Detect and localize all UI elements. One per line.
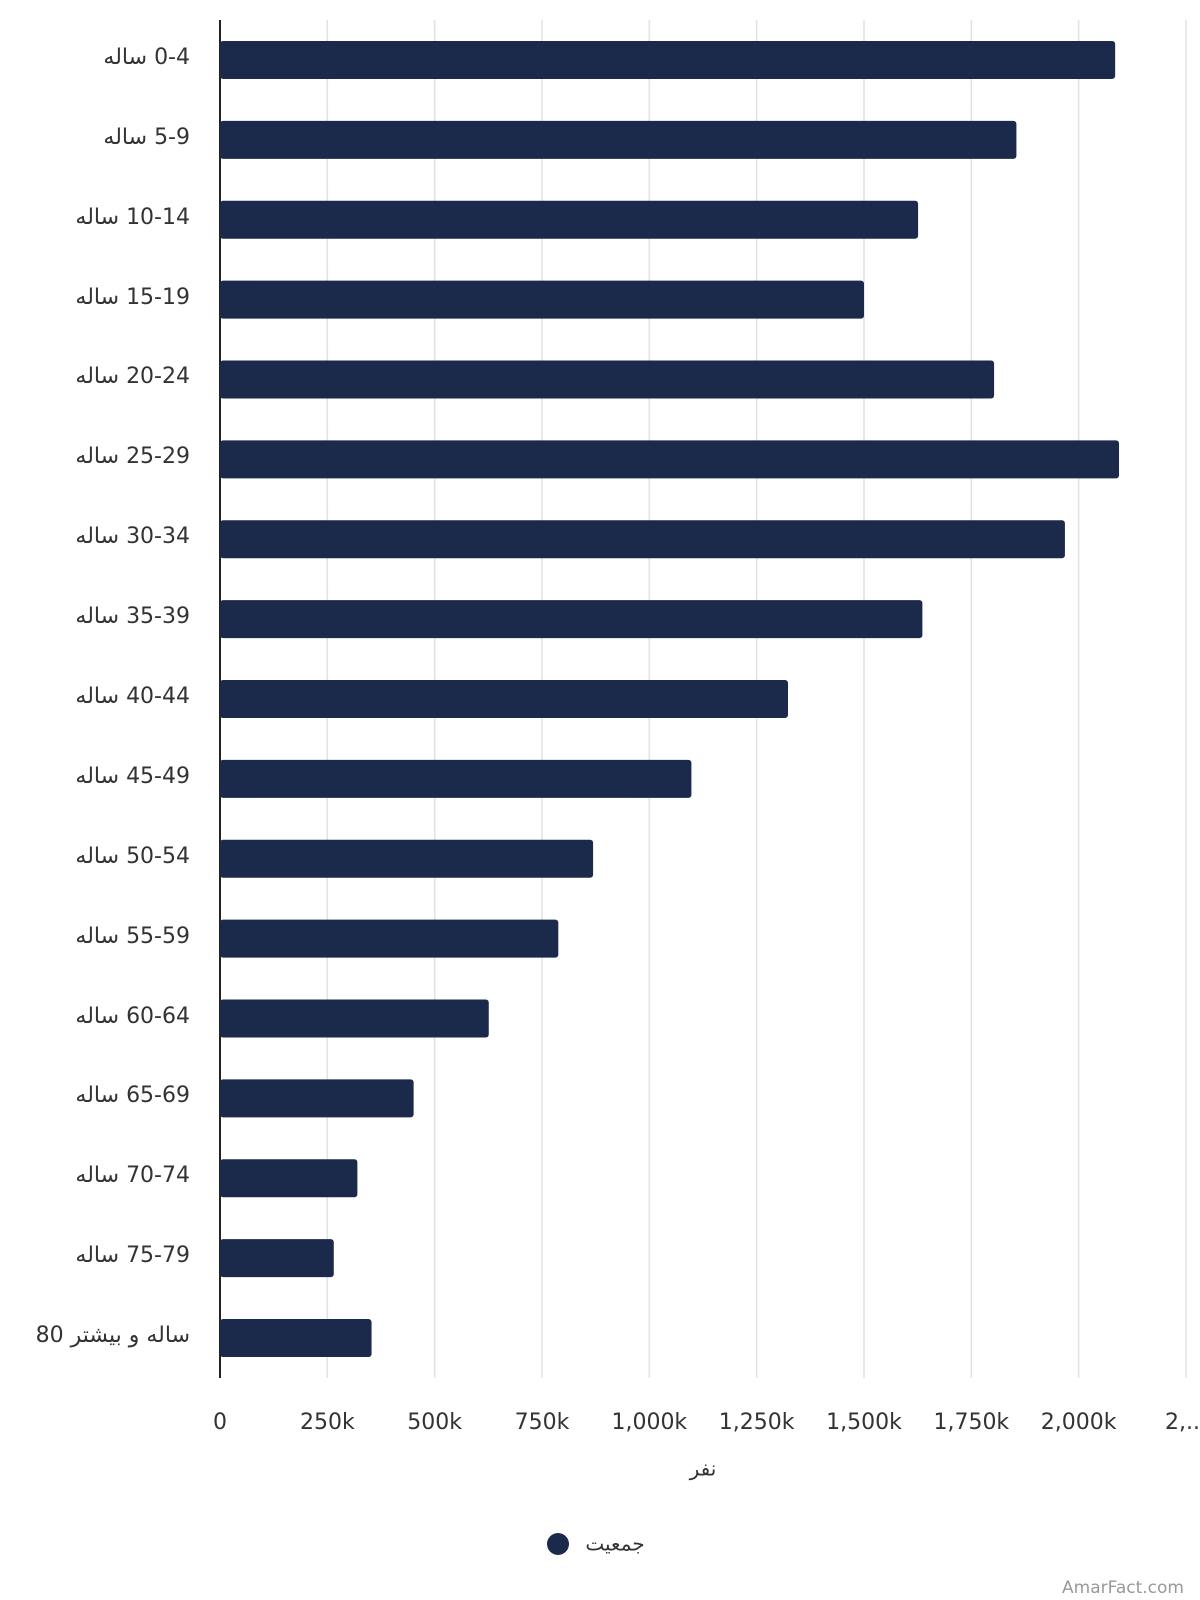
y-tick-label: 65-69 ساله xyxy=(75,1083,190,1109)
bar xyxy=(220,520,1065,559)
bar xyxy=(220,40,1116,79)
x-tick-label: 2,... xyxy=(1165,1410,1200,1435)
bar xyxy=(220,759,692,798)
bar xyxy=(220,1159,358,1198)
y-tick-label: 25-29 ساله xyxy=(75,444,190,470)
y-tick-label: 60-64 ساله xyxy=(75,1003,190,1029)
y-tick-label: 0-4 ساله xyxy=(103,44,190,70)
x-tick-label: 0 xyxy=(213,1410,227,1435)
x-tick-label: 500k xyxy=(407,1410,462,1435)
watermark: AmarFact.com xyxy=(1062,1578,1184,1598)
y-tick-label: 5-9 ساله xyxy=(103,124,190,150)
y-tick-label: 40-44 ساله xyxy=(75,684,190,709)
x-tick-label: 250k xyxy=(300,1410,355,1435)
y-tick-label: 10-14 ساله xyxy=(75,204,190,230)
y-tick-label: 50-54 ساله xyxy=(75,843,190,869)
y-tick-label: 15-19 ساله xyxy=(75,284,190,310)
x-tick-label: 1,000k xyxy=(611,1410,687,1435)
y-tick-label: 30-34 ساله xyxy=(75,524,190,550)
x-axis-title: نفر xyxy=(689,1457,717,1481)
bar xyxy=(220,200,919,239)
y-tick-label: 20-24 ساله xyxy=(75,364,190,390)
y-tick-label: 55-59 ساله xyxy=(75,923,190,949)
legend-marker xyxy=(547,1533,569,1555)
bar xyxy=(220,1079,414,1118)
x-tick-label: 2,000k xyxy=(1041,1410,1117,1435)
legend-label: جمعیت xyxy=(585,1532,644,1556)
x-tick-label: 1,750k xyxy=(933,1410,1009,1435)
bar xyxy=(220,360,995,399)
x-tick-label: 750k xyxy=(515,1410,570,1435)
bar xyxy=(220,120,1017,159)
y-tick-label: 35-39 ساله xyxy=(75,604,190,630)
x-tick-label: 1,500k xyxy=(826,1410,902,1435)
bar xyxy=(220,600,923,639)
bar xyxy=(220,1239,334,1278)
y-tick-label: 75-79 ساله xyxy=(75,1243,190,1269)
y-tick-label: ساله و بیشتر 80 xyxy=(35,1323,190,1349)
bar xyxy=(220,1319,372,1358)
y-tick-label: 45-49 ساله xyxy=(75,763,190,789)
bar xyxy=(220,839,594,878)
bar xyxy=(220,280,864,319)
bar xyxy=(220,440,1120,479)
x-tick-label: 1,250k xyxy=(719,1410,795,1435)
bar xyxy=(220,999,489,1038)
y-tick-label: 70-74 ساله xyxy=(75,1163,190,1189)
bar xyxy=(220,919,559,958)
bar xyxy=(220,680,789,718)
